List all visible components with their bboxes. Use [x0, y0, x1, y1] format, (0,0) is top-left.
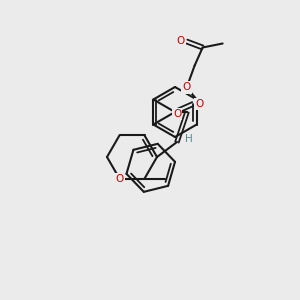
- Text: O: O: [176, 37, 185, 46]
- Text: O: O: [182, 82, 191, 92]
- Text: O: O: [173, 109, 181, 119]
- Text: H: H: [185, 134, 193, 144]
- Text: O: O: [116, 174, 124, 184]
- Text: O: O: [195, 99, 203, 109]
